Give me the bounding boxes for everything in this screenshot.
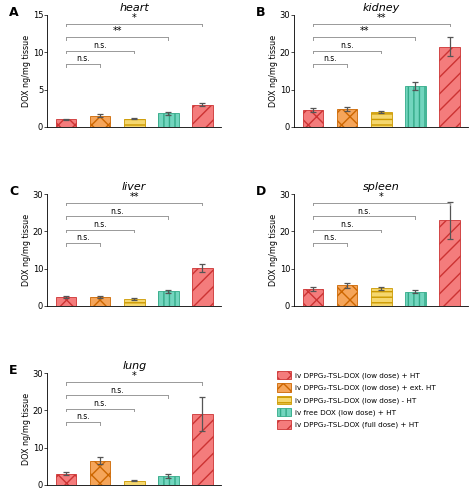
Bar [158, 476, 179, 485]
Text: n.s.: n.s. [110, 206, 124, 216]
Text: n.s.: n.s. [324, 54, 337, 64]
Y-axis label: DOX ng/mg tissue: DOX ng/mg tissue [22, 214, 31, 286]
Y-axis label: DOX ng/mg tissue: DOX ng/mg tissue [269, 214, 278, 286]
Bar [90, 116, 110, 127]
Bar [405, 292, 426, 306]
Bar [158, 291, 179, 306]
Bar [124, 481, 145, 485]
Bar [337, 109, 358, 127]
Text: **: ** [113, 26, 122, 36]
Text: **: ** [359, 26, 369, 36]
Text: n.s.: n.s. [76, 234, 90, 242]
Text: **: ** [377, 13, 386, 23]
Text: *: * [132, 13, 137, 23]
Text: n.s.: n.s. [341, 41, 354, 50]
Title: spleen: spleen [363, 182, 400, 192]
Text: n.s.: n.s. [341, 220, 354, 229]
Bar [439, 46, 460, 127]
Title: lung: lung [122, 361, 147, 371]
Text: n.s.: n.s. [324, 234, 337, 242]
Bar [303, 289, 324, 306]
Text: n.s.: n.s. [76, 54, 90, 64]
Bar [56, 474, 76, 485]
Bar [405, 86, 426, 127]
Text: n.s.: n.s. [358, 206, 371, 216]
Bar [192, 268, 213, 306]
Bar [56, 298, 76, 306]
Text: D: D [256, 185, 266, 198]
Bar [90, 461, 110, 485]
Y-axis label: DOX ng/mg tissue: DOX ng/mg tissue [22, 35, 31, 107]
Bar [371, 112, 392, 127]
Text: E: E [9, 364, 18, 377]
Title: heart: heart [119, 3, 149, 13]
Y-axis label: DOX ng/mg tissue: DOX ng/mg tissue [22, 393, 31, 465]
Title: kidney: kidney [363, 3, 400, 13]
Title: liver: liver [122, 182, 147, 192]
Text: n.s.: n.s. [93, 41, 107, 50]
Bar [337, 286, 358, 306]
Text: n.s.: n.s. [93, 399, 107, 408]
Text: n.s.: n.s. [93, 220, 107, 229]
Text: B: B [256, 6, 265, 19]
Text: A: A [9, 6, 18, 19]
Bar [124, 299, 145, 306]
Text: n.s.: n.s. [76, 412, 90, 422]
Text: *: * [379, 192, 384, 202]
Bar [192, 414, 213, 485]
Bar [56, 120, 76, 127]
Bar [124, 118, 145, 127]
Text: **: ** [130, 192, 139, 202]
Bar [371, 288, 392, 306]
Text: *: * [132, 371, 137, 381]
Text: n.s.: n.s. [110, 386, 124, 394]
Bar [158, 114, 179, 127]
Legend: iv DPPG₂-TSL-DOX (low dose) + HT, iv DPPG₂-TSL-DOX (low dose) + ext. HT, iv DPPG: iv DPPG₂-TSL-DOX (low dose) + HT, iv DPP… [277, 371, 436, 428]
Text: C: C [9, 185, 18, 198]
Bar [439, 220, 460, 306]
Y-axis label: DOX ng/mg tissue: DOX ng/mg tissue [269, 35, 278, 107]
Bar [303, 110, 324, 127]
Bar [90, 296, 110, 306]
Bar [192, 104, 213, 127]
